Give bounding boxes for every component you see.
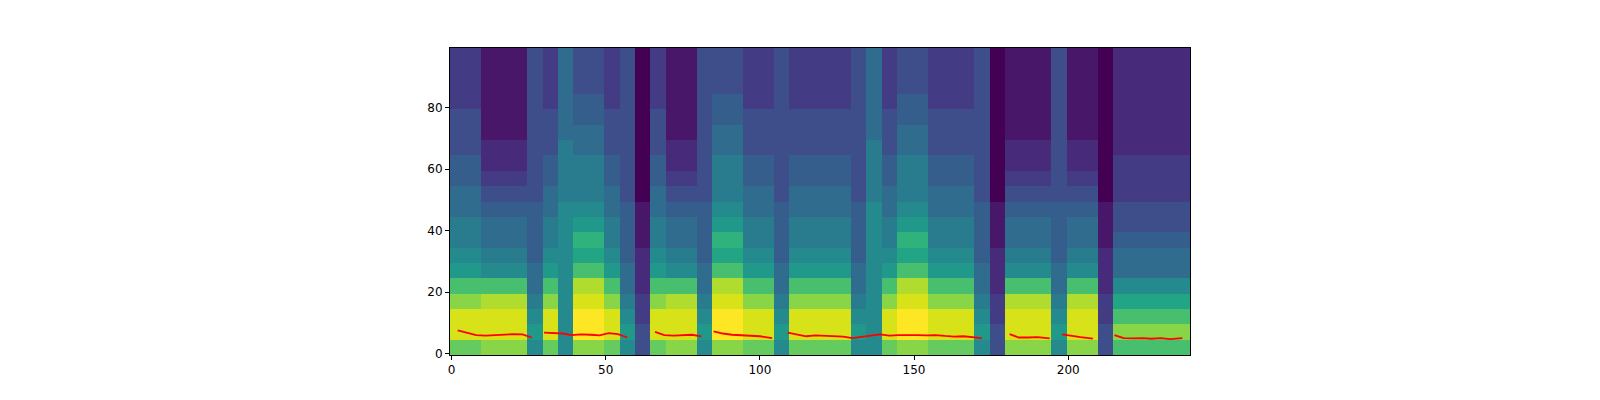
svg-text:80: 80	[427, 101, 442, 115]
svg-text:100: 100	[748, 363, 771, 377]
svg-text:150: 150	[903, 363, 926, 377]
svg-text:200: 200	[1057, 363, 1080, 377]
svg-text:60: 60	[427, 162, 442, 176]
svg-text:40: 40	[427, 224, 442, 238]
svg-text:0: 0	[448, 363, 456, 377]
svg-text:20: 20	[427, 285, 442, 299]
svg-text:50: 50	[598, 363, 613, 377]
svg-text:0: 0	[435, 347, 443, 361]
